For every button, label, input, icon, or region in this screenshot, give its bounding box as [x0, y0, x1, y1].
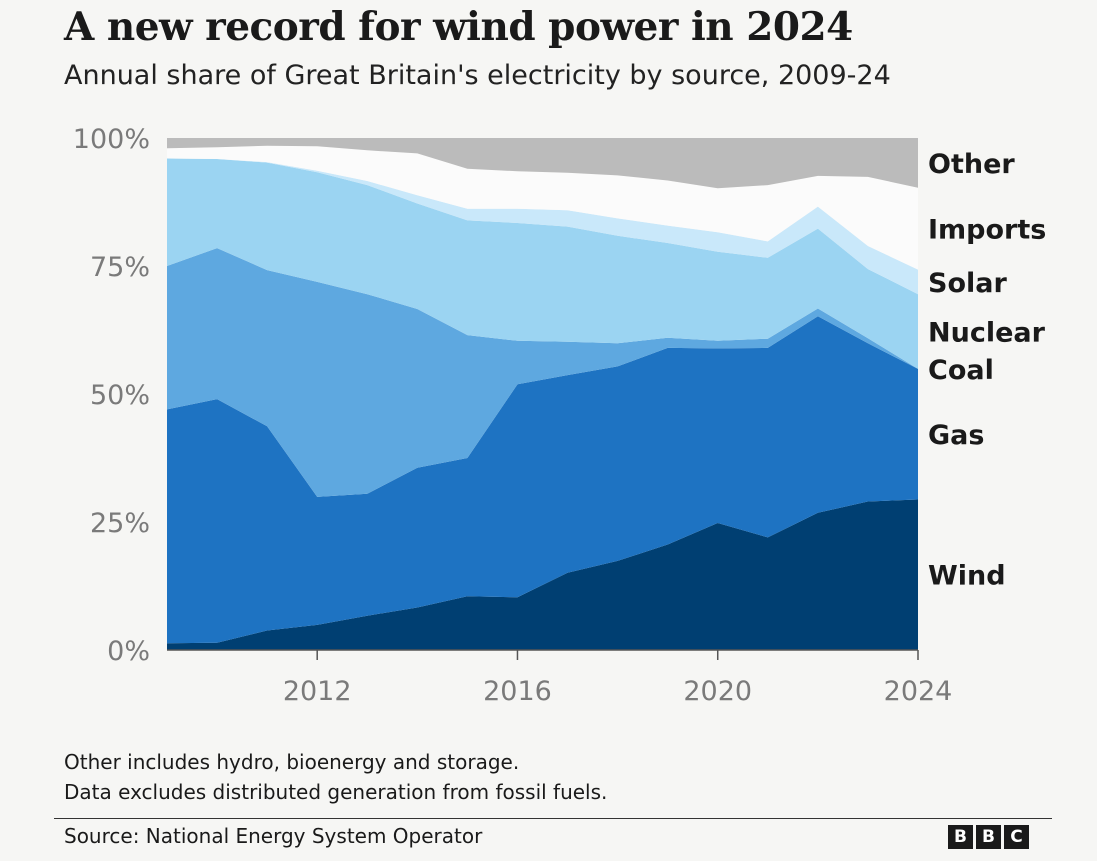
area-layers	[167, 138, 918, 650]
area-nuclear	[167, 158, 918, 369]
area-coal	[167, 248, 918, 497]
series-label-nuclear: Nuclear	[928, 318, 1046, 349]
y-tick-label: 50%	[90, 380, 150, 411]
area-gas	[167, 316, 918, 644]
series-label-imports: Imports	[928, 215, 1046, 246]
y-tick-label: 100%	[73, 124, 150, 155]
chart-subtitle: Annual share of Great Britain's electric…	[64, 60, 891, 91]
source-note: Source: National Energy System Operator	[64, 824, 483, 848]
y-tick-label: 0%	[107, 636, 150, 667]
footnote-exclusion: Data excludes distributed generation fro…	[64, 780, 608, 804]
area-wind	[167, 499, 918, 650]
series-labels: Wind Gas Coal Nuclear Solar Imports Other	[928, 149, 1046, 592]
x-tick-label: 2012	[283, 676, 352, 707]
series-label-other: Other	[928, 149, 1015, 180]
series-label-coal: Coal	[928, 355, 994, 386]
footnote-other: Other includes hydro, bioenergy and stor…	[64, 750, 520, 774]
bbc-logo: B B C	[948, 825, 1029, 849]
x-tick-label: 2020	[683, 676, 752, 707]
x-tick-label: 2024	[884, 676, 953, 707]
series-label-wind: Wind	[928, 561, 1006, 592]
footer-divider	[54, 818, 1052, 819]
area-other	[167, 138, 918, 189]
y-tick-label: 75%	[90, 252, 150, 283]
stacked-area-chart: 0% 25% 50% 75% 100% 2012 2016 2020 2024 Wind Gas…	[73, 124, 1047, 707]
area-imports	[167, 145, 918, 270]
chart-title: A new record for wind power in 2024	[64, 4, 853, 50]
logo-letter: B	[976, 825, 1001, 849]
logo-letter: C	[1004, 825, 1029, 849]
x-tick-label: 2016	[483, 676, 552, 707]
x-axis: 2012 2016 2020 2024	[167, 649, 953, 707]
y-axis-ticks: 0% 25% 50% 75% 100%	[73, 124, 150, 667]
y-tick-label: 25%	[90, 508, 150, 539]
series-label-gas: Gas	[928, 420, 984, 451]
logo-letter: B	[948, 825, 973, 849]
series-label-solar: Solar	[928, 268, 1007, 299]
